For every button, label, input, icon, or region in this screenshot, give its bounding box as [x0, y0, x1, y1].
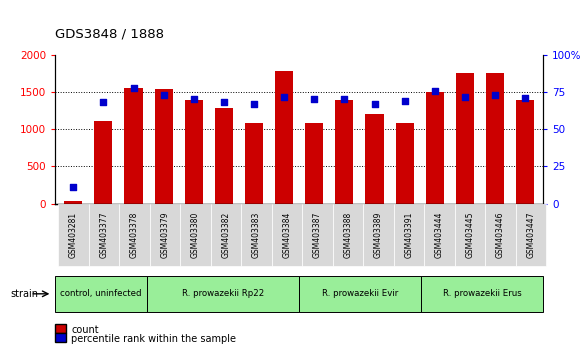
Text: GSM403389: GSM403389: [374, 211, 383, 258]
Bar: [396, 122, 414, 204]
Point: [490, 92, 500, 98]
Bar: [64, 201, 83, 204]
Point: [249, 101, 259, 107]
Text: R. prowazekii Evir: R. prowazekii Evir: [322, 289, 399, 298]
Point: [521, 95, 530, 101]
Point: [219, 99, 228, 105]
Point: [129, 85, 138, 90]
Bar: [516, 100, 534, 204]
Point: [370, 101, 379, 107]
Text: GSM403383: GSM403383: [252, 211, 261, 258]
Bar: [275, 71, 293, 204]
Text: GSM403382: GSM403382: [221, 211, 231, 258]
Text: GSM403384: GSM403384: [282, 211, 292, 258]
Text: GSM403281: GSM403281: [69, 211, 78, 258]
Point: [460, 94, 469, 99]
Text: GSM403387: GSM403387: [313, 211, 322, 258]
Point: [189, 97, 199, 102]
Bar: [335, 100, 353, 204]
Point: [310, 97, 319, 102]
Text: strain: strain: [10, 289, 39, 299]
Text: R. prowazekii Erus: R. prowazekii Erus: [443, 289, 522, 298]
Bar: [124, 87, 142, 204]
Text: GSM403445: GSM403445: [465, 211, 475, 258]
Text: GSM403378: GSM403378: [130, 211, 139, 258]
Point: [69, 184, 78, 190]
Bar: [456, 73, 474, 204]
Text: GSM403446: GSM403446: [496, 211, 505, 258]
Bar: [365, 114, 383, 204]
Point: [400, 98, 409, 104]
Text: percentile rank within the sample: percentile rank within the sample: [71, 334, 236, 344]
Text: control, uninfected: control, uninfected: [60, 289, 142, 298]
Bar: [155, 89, 173, 204]
Bar: [426, 92, 444, 204]
Point: [340, 97, 349, 102]
Text: GSM403377: GSM403377: [99, 211, 109, 258]
Point: [99, 99, 108, 105]
Text: GDS3848 / 1888: GDS3848 / 1888: [55, 28, 164, 41]
Text: GSM403388: GSM403388: [343, 211, 353, 258]
Text: count: count: [71, 325, 99, 335]
Text: GSM403379: GSM403379: [160, 211, 170, 258]
Point: [279, 94, 289, 99]
Bar: [215, 108, 233, 204]
Text: GSM403391: GSM403391: [404, 211, 414, 258]
Point: [430, 88, 439, 93]
Text: GSM403444: GSM403444: [435, 211, 444, 258]
Bar: [305, 122, 323, 204]
Point: [159, 92, 168, 98]
Bar: [185, 100, 203, 204]
Bar: [486, 73, 504, 204]
Text: GSM403447: GSM403447: [526, 211, 536, 258]
Bar: [94, 121, 113, 204]
Bar: [245, 122, 263, 204]
Text: GSM403380: GSM403380: [191, 211, 200, 258]
Text: R. prowazekii Rp22: R. prowazekii Rp22: [182, 289, 264, 298]
